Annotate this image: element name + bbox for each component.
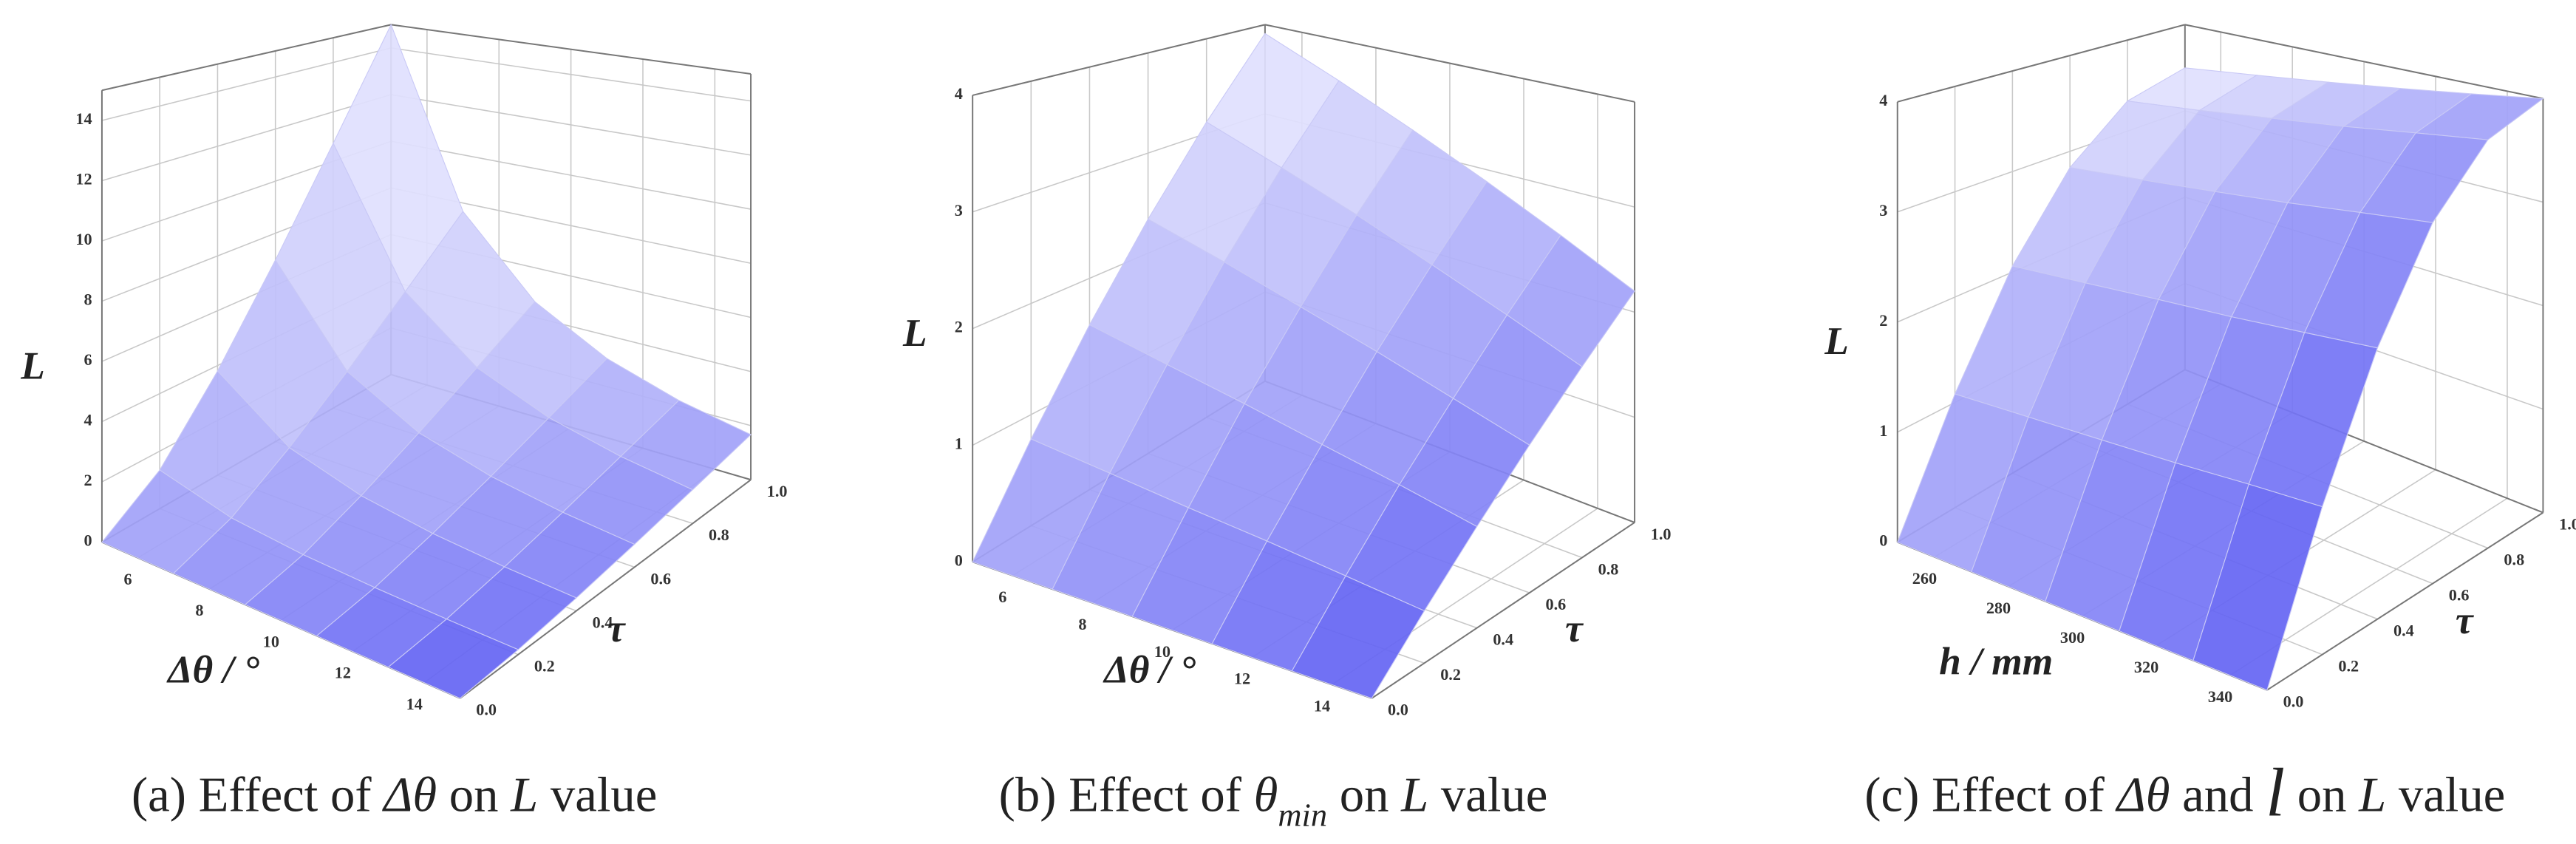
axis-frame xyxy=(1897,24,2186,103)
y-tick-label: 0.2 xyxy=(1440,665,1461,684)
z-axis-title: L xyxy=(20,343,45,387)
y-tick-label: 1.0 xyxy=(1651,525,1672,543)
z-tick-label: 6 xyxy=(84,350,92,369)
axis-frame xyxy=(459,479,752,699)
axis-frame xyxy=(2266,511,2543,691)
z-tick-label: 14 xyxy=(75,109,92,128)
x-tick-label: 8 xyxy=(195,601,203,619)
z-tick-label: 2 xyxy=(84,471,92,489)
caption: (a) Effect of Δθ on L value xyxy=(132,769,657,823)
axis-frame xyxy=(1264,24,1635,103)
z-tick-label: 8 xyxy=(84,290,92,309)
y-tick-label: 0.0 xyxy=(476,701,497,719)
axis-frame xyxy=(2184,24,2543,100)
y-tick-label: 0.6 xyxy=(650,569,671,588)
z-tick-label: 1 xyxy=(1879,421,1887,440)
y-tick-label: 0.0 xyxy=(2283,692,2304,711)
x-tick-label: 10 xyxy=(1154,642,1171,661)
y-tick-label: 0.8 xyxy=(2504,551,2524,569)
x-tick-label: 6 xyxy=(124,570,132,588)
z-axis-title: L xyxy=(1824,319,1849,363)
caption: (c) Effect of Δθ and l on L value xyxy=(1864,755,2505,831)
x-tick-label: 320 xyxy=(2134,658,2158,676)
caption-part: on xyxy=(1327,769,1401,823)
caption: (b) Effect of θmin on L value xyxy=(999,769,1548,834)
caption-part: on xyxy=(437,769,511,823)
caption-part: L xyxy=(510,769,538,823)
caption-part: and xyxy=(2170,769,2266,823)
x-axis-title: Δθ / ° xyxy=(1103,647,1196,692)
axis-frame xyxy=(1371,522,1635,699)
caption-part: value xyxy=(538,769,657,823)
x-tick-label: 300 xyxy=(2060,628,2085,647)
x-tick-label: 14 xyxy=(1314,697,1330,715)
caption-part: (c) Effect of xyxy=(1864,769,2116,823)
z-tick-label: 2 xyxy=(955,318,963,336)
y-tick-label: 0.6 xyxy=(2449,586,2470,605)
y-tick-label: 1.0 xyxy=(767,482,788,500)
y-axis-title: τ xyxy=(607,606,627,650)
z-tick-label: 12 xyxy=(75,170,92,188)
z-grid-line xyxy=(101,94,392,182)
axis-frame xyxy=(972,24,1266,96)
y-tick-label: 1.0 xyxy=(2559,514,2576,533)
caption-part: value xyxy=(1428,769,1547,823)
caption-part: (a) Effect of xyxy=(132,769,384,823)
z-grid-line xyxy=(101,47,392,121)
surface-patch xyxy=(2192,483,2323,691)
y-tick-label: 0.2 xyxy=(2338,657,2359,675)
z-tick-label: 4 xyxy=(955,84,963,103)
z-tick-label: 0 xyxy=(955,551,963,569)
x-tick-label: 260 xyxy=(1912,569,1937,588)
caption-part: (b) Effect of xyxy=(999,769,1254,823)
caption-part: Δθ xyxy=(2115,769,2170,823)
surface-patch xyxy=(387,619,519,699)
x-tick-label: 8 xyxy=(1078,615,1086,633)
x-axis-title: Δθ / ° xyxy=(166,647,259,692)
z-tick-label: 0 xyxy=(1879,531,1887,550)
y-tick-label: 0.2 xyxy=(534,657,555,675)
x-axis-title: h / mm xyxy=(1939,639,2053,684)
caption-part: Δθ xyxy=(381,769,437,823)
z-tick-label: 2 xyxy=(1879,311,1887,330)
caption-part: min xyxy=(1278,797,1327,834)
caption-part: l xyxy=(2266,755,2285,831)
y-tick-label: 0.4 xyxy=(1493,630,1513,649)
caption-part: θ xyxy=(1254,769,1278,823)
z-tick-label: 3 xyxy=(955,201,963,219)
y-tick-label: 0.4 xyxy=(2393,622,2414,640)
axis-frame xyxy=(101,24,392,92)
z-tick-label: 0 xyxy=(84,531,92,550)
y-tick-label: 0.4 xyxy=(593,613,613,631)
z-tick-label: 4 xyxy=(1879,91,1887,109)
x-tick-label: 10 xyxy=(263,632,279,650)
caption-part: L xyxy=(2358,769,2386,823)
y-axis-title: τ xyxy=(2456,598,2475,642)
x-tick-label: 280 xyxy=(1986,599,2011,617)
x-tick-label: 12 xyxy=(335,664,351,682)
x-tick-label: 14 xyxy=(406,695,423,713)
z-tick-label: 1 xyxy=(955,435,963,453)
x-tick-label: 6 xyxy=(998,588,1006,606)
caption-part: on xyxy=(2285,769,2359,823)
z-axis-title: L xyxy=(902,310,927,355)
axis-frame xyxy=(391,24,752,75)
z-tick-label: 3 xyxy=(1879,201,1887,219)
surface-patch xyxy=(1291,575,1425,699)
caption-part: value xyxy=(2386,769,2505,823)
z-tick-label: 4 xyxy=(84,411,92,429)
y-tick-label: 0.8 xyxy=(1598,559,1619,578)
caption-part: L xyxy=(1400,769,1428,823)
y-tick-label: 0.0 xyxy=(1388,701,1408,719)
y-axis-title: τ xyxy=(1565,606,1584,650)
y-tick-label: 0.8 xyxy=(709,525,729,544)
x-tick-label: 340 xyxy=(2208,687,2232,706)
z-tick-label: 10 xyxy=(75,230,92,248)
y-tick-label: 0.6 xyxy=(1545,595,1566,613)
x-tick-label: 12 xyxy=(1234,670,1250,688)
